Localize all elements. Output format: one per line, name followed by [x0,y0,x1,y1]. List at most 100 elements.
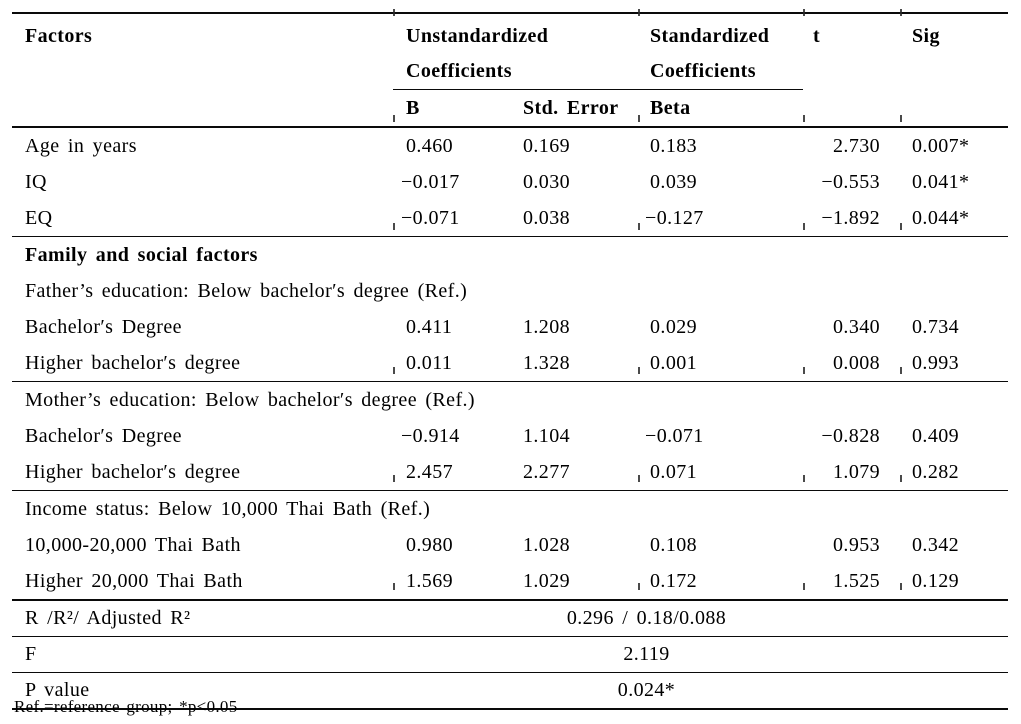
table-row-father-bachelor: Bachelor′s Degree 0.411 1.208 0.029 0.34… [12,309,1008,345]
table-row-income-high: Higher 20,000 Thai Bath 1.569 1.029 0.17… [12,563,1008,600]
rule-tick [393,583,395,590]
rule-tick [393,115,395,122]
cell-beta: 0.108 [650,533,698,556]
cell-beta: −0.071 [645,424,704,447]
cell-beta: 0.001 [650,351,698,374]
cell-factor-label: EQ [25,206,53,229]
table-group-income: Income status: Below 10,000 Thai Bath (R… [12,490,1009,527]
group-header-father-education: Father’s education: Below bachelor′s deg… [25,279,468,302]
cell-std-error: 1.104 [523,424,570,447]
cell-b: 0.460 [406,134,453,157]
cell-sig: 0.007* [912,134,970,157]
cell-b: −0.017 [401,170,460,193]
table-group-mother: Mother’s education: Below bachelor′s deg… [12,381,1009,418]
cell-t: 0.340 [833,315,881,338]
cell-std-error: 0.038 [523,206,570,229]
table-row-p-value: P value 0.024* [12,672,1009,710]
cell-t: 1.525 [833,569,881,592]
rule-tick [900,475,902,482]
cell-sig: 0.282 [912,460,960,483]
col-header-std-error: Std. Error [500,89,639,128]
cell-factor-label: Age in years [25,134,137,157]
cell-factor-label: Higher 20,000 Thai Bath [25,569,243,592]
table-row-iq: IQ −0.017 0.030 0.039 −0.553 0.041* [12,164,1008,200]
table-header-row-groups: Factors Unstandardized Coefficients Stan… [12,12,1009,90]
rule-tick [638,583,640,590]
cell-t: 1.079 [833,460,881,483]
col-header-spacer [12,89,393,128]
rule-tick [393,475,395,482]
table-row-father-higher: Higher bachelor′s degree 0.011 1.328 0.0… [12,345,1008,382]
rule-tick [900,115,902,122]
cell-b: 2.457 [406,460,453,483]
rule-tick [638,223,640,230]
cell-t: 2.730 [833,134,881,157]
regression-table: Factors Unstandardized Coefficients Stan… [12,12,1009,710]
col-header-spacer [900,89,1009,128]
section-header-family: Family and social factors [12,236,1009,273]
rule-tick [803,223,805,230]
rule-tick [393,9,395,16]
cell-sig: 0.409 [912,424,960,447]
col-header-t: t [803,12,901,90]
rule-tick [803,583,805,590]
group-header-income-status: Income status: Below 10,000 Thai Bath (R… [12,490,1009,527]
cell-std-error: 1.029 [523,569,570,592]
rule-tick [900,9,902,16]
cell-t: −0.828 [821,424,881,447]
col-header-unstandardized-coefficients: Unstandardized Coefficients [393,12,639,90]
cell-t: 0.953 [833,533,881,556]
summary-spacer [900,672,1009,710]
cell-beta: −0.127 [645,206,704,229]
cell-beta: 0.172 [650,569,698,592]
cell-beta: 0.183 [650,134,698,157]
table-row-mother-higher: Higher bachelor′s degree 2.457 2.277 0.0… [12,454,1008,491]
rule-tick [803,475,805,482]
rule-tick [803,367,805,374]
cell-factor-label: Higher bachelor′s degree [25,351,241,374]
summary-spacer [900,599,1009,637]
rule-tick [900,223,902,230]
col-header-spacer [803,89,901,128]
cell-std-error: 1.208 [523,315,570,338]
cell-sig: 0.734 [912,315,960,338]
table-section-family: Family and social factors [12,236,1009,273]
cell-beta: 0.039 [650,170,698,193]
cell-b: −0.071 [401,206,460,229]
cell-beta: 0.029 [650,315,698,338]
table-row-r-squared: R /R²/ Adjusted R² 0.296 / 0.18/0.088 [12,599,1009,637]
table-row-eq: EQ −0.071 0.038 −0.127 −1.892 0.044* [12,200,1008,237]
rule-tick [803,115,805,122]
table-group-father: Father’s education: Below bachelor′s deg… [12,273,1008,309]
cell-factor-label: 10,000-20,000 Thai Bath [25,533,241,556]
cell-b: 0.411 [406,315,453,338]
summary-label-r: R /R²/ Adjusted R² [12,599,393,637]
rule-tick [638,367,640,374]
table-row-f: F 2.119 [12,636,1009,673]
cell-beta: 0.071 [650,460,698,483]
col-header-b: B [393,89,500,128]
rule-tick [900,367,902,374]
cell-sig: 0.129 [912,569,960,592]
summary-label-p: P value [12,672,393,710]
cell-std-error: 1.328 [523,351,570,374]
rule-tick [638,9,640,16]
group-header-mother-education: Mother’s education: Below bachelor′s deg… [12,381,1009,418]
cell-b: 0.980 [406,533,453,556]
cell-sig: 0.993 [912,351,960,374]
rule-tick [638,115,640,122]
summary-spacer [900,636,1009,673]
cell-std-error: 1.028 [523,533,570,556]
table-footnote: Ref.=reference group; *p<0.05 [14,697,238,716]
table-header-row-sub: B Std. Error Beta [12,89,1009,128]
summary-value-f: 2.119 [393,636,901,673]
cell-sig: 0.041* [912,170,970,193]
rule-tick [638,475,640,482]
cell-factor-label: Bachelor′s Degree [25,315,182,338]
rule-tick [803,9,805,16]
col-header-beta: Beta [638,89,804,128]
col-header-factors: Factors [12,12,393,90]
cell-t: −1.892 [821,206,881,229]
table-row-mother-bachelor: Bachelor′s Degree −0.914 1.104 −0.071 −0… [12,418,1008,454]
